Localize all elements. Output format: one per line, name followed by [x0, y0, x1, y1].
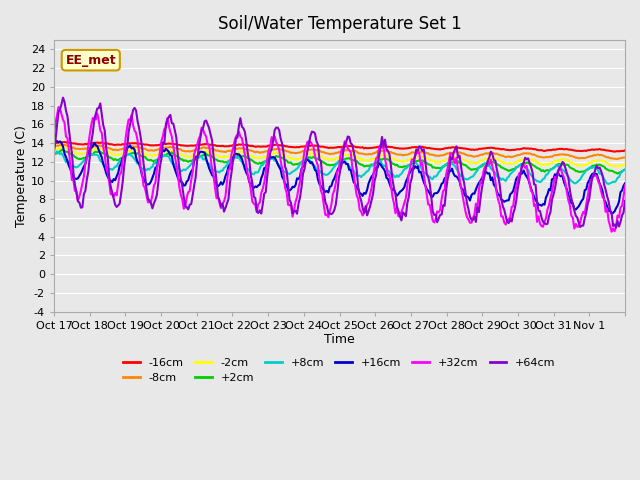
X-axis label: Time: Time: [324, 334, 355, 347]
Legend: -16cm, -8cm, -2cm, +2cm, +8cm, +16cm, +32cm, +64cm: -16cm, -8cm, -2cm, +2cm, +8cm, +16cm, +3…: [119, 353, 560, 387]
Y-axis label: Temperature (C): Temperature (C): [15, 125, 28, 227]
Text: EE_met: EE_met: [65, 54, 116, 67]
Title: Soil/Water Temperature Set 1: Soil/Water Temperature Set 1: [218, 15, 461, 33]
